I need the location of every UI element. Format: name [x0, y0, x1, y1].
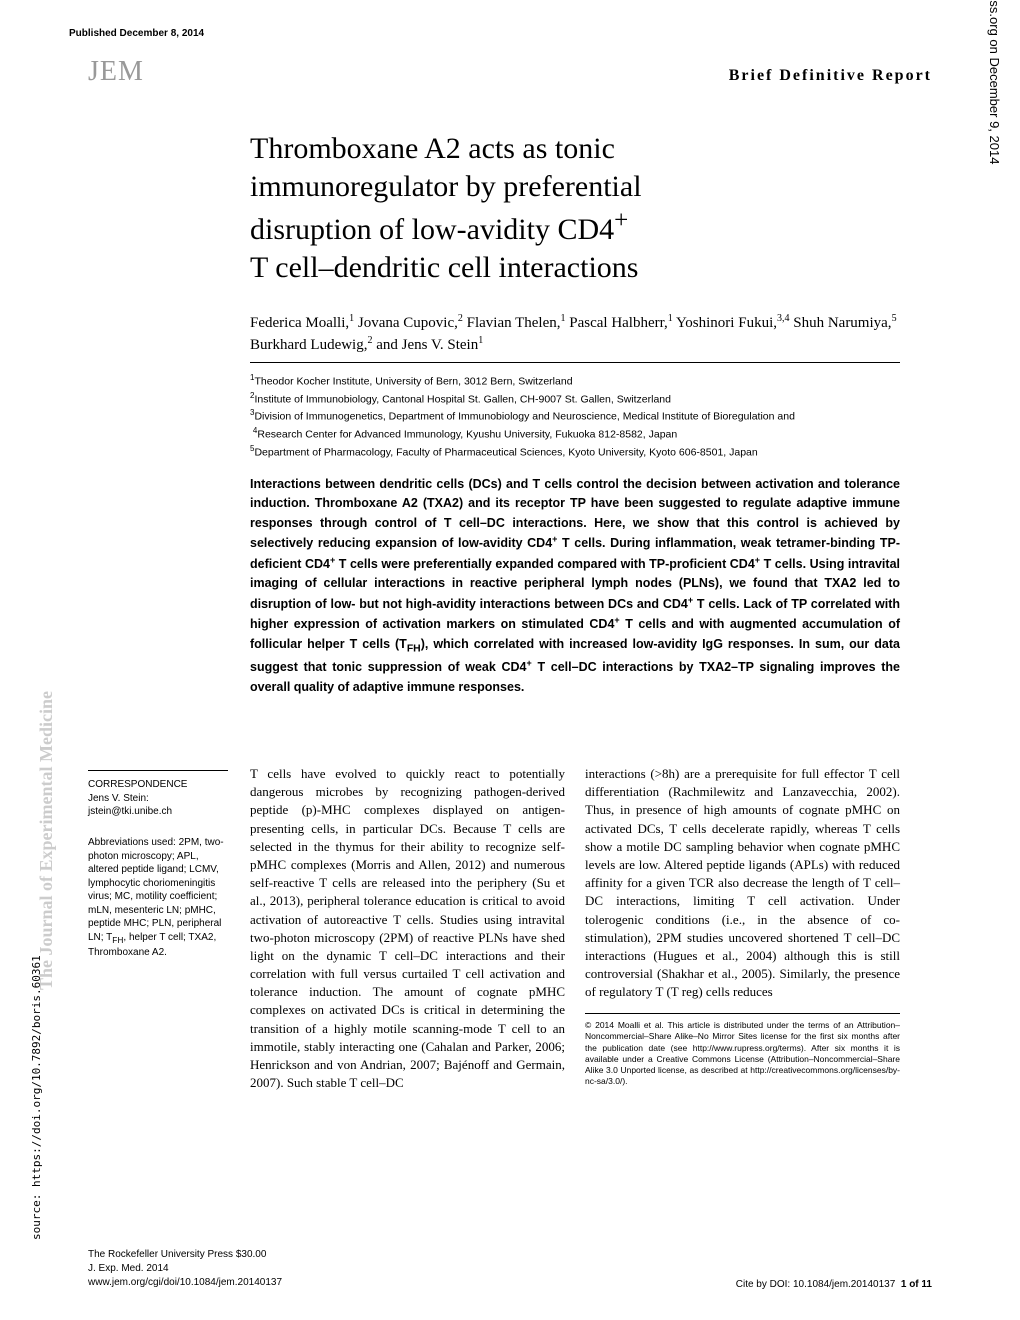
right-vertical-download: Downloaded from jem.rupress.org on Decem…: [987, 0, 1002, 440]
authors: Federica Moalli,1 Jovana Cupovic,2 Flavi…: [250, 312, 900, 356]
correspondence-email: jstein@tki.unibe.ch: [88, 805, 228, 819]
report-type: Brief Definitive Report: [729, 67, 932, 85]
title-line-4: T cell–dendritic cell interactions: [250, 251, 638, 284]
title-line-3: disruption of low-avidity CD4: [250, 213, 614, 246]
sidebar-divider: [88, 770, 228, 771]
correspondence-name: Jens V. Stein:: [88, 792, 228, 806]
article-title: Thromboxane A2 acts as tonic immunoregul…: [250, 130, 900, 286]
abstract: Interactions between dendritic cells (DC…: [250, 475, 900, 697]
affil-1: Theodor Kocher Institute, University of …: [254, 376, 572, 388]
footer-right: Cite by DOI: 10.1084/jem.20140137 1 of 1…: [736, 1279, 932, 1290]
correspondence-label: CORRESPONDENCE: [88, 778, 228, 792]
affil-2: Institute of Immunobiology, Cantonal Hos…: [254, 393, 671, 405]
body-col-2-text: interactions (>8h) are a prerequisite fo…: [585, 765, 900, 1001]
body-col-2: interactions (>8h) are a prerequisite fo…: [585, 765, 900, 1092]
affiliations: 1Theodor Kocher Institute, University of…: [250, 372, 900, 461]
affil-4: Research Center for Advanced Immunology,…: [257, 429, 677, 441]
body-col-1: T cells have evolved to quickly react to…: [250, 765, 565, 1092]
footer-citation: J. Exp. Med. 2014: [88, 1262, 282, 1276]
author-divider: [250, 362, 900, 363]
license-note: © 2014 Moalli et al. This article is dis…: [585, 1020, 900, 1086]
footer-left: The Rockefeller University Press $30.00 …: [88, 1248, 282, 1290]
footer-page: 1 of 11: [901, 1279, 932, 1290]
footer-doi: Cite by DOI: 10.1084/jem.20140137: [736, 1279, 896, 1290]
affil-5: Department of Pharmacology, Faculty of P…: [254, 446, 757, 458]
left-vertical-source: source: https://doi.org/10.7892/boris.60…: [30, 840, 43, 1240]
header-row: JEM Brief Definitive Report: [88, 56, 932, 88]
published-date: Published December 8, 2014: [69, 28, 204, 39]
journal-logo: JEM: [88, 56, 144, 88]
body-columns: T cells have evolved to quickly react to…: [250, 765, 900, 1092]
abbreviations: Abbreviations used: 2PM, two-photon micr…: [88, 836, 228, 959]
title-line-1: Thromboxane A2 acts as tonic: [250, 132, 615, 165]
license-divider: [585, 1013, 900, 1014]
footer-url: www.jem.org/cgi/doi/10.1084/jem.20140137: [88, 1276, 282, 1290]
footer-publisher: The Rockefeller University Press $30.00: [88, 1248, 282, 1262]
affil-3: Division of Immunogenetics, Department o…: [254, 411, 794, 423]
title-line-2: immunoregulator by preferential: [250, 170, 642, 203]
footer: The Rockefeller University Press $30.00 …: [88, 1248, 932, 1290]
correspondence-block: CORRESPONDENCE Jens V. Stein: jstein@tki…: [88, 778, 228, 819]
